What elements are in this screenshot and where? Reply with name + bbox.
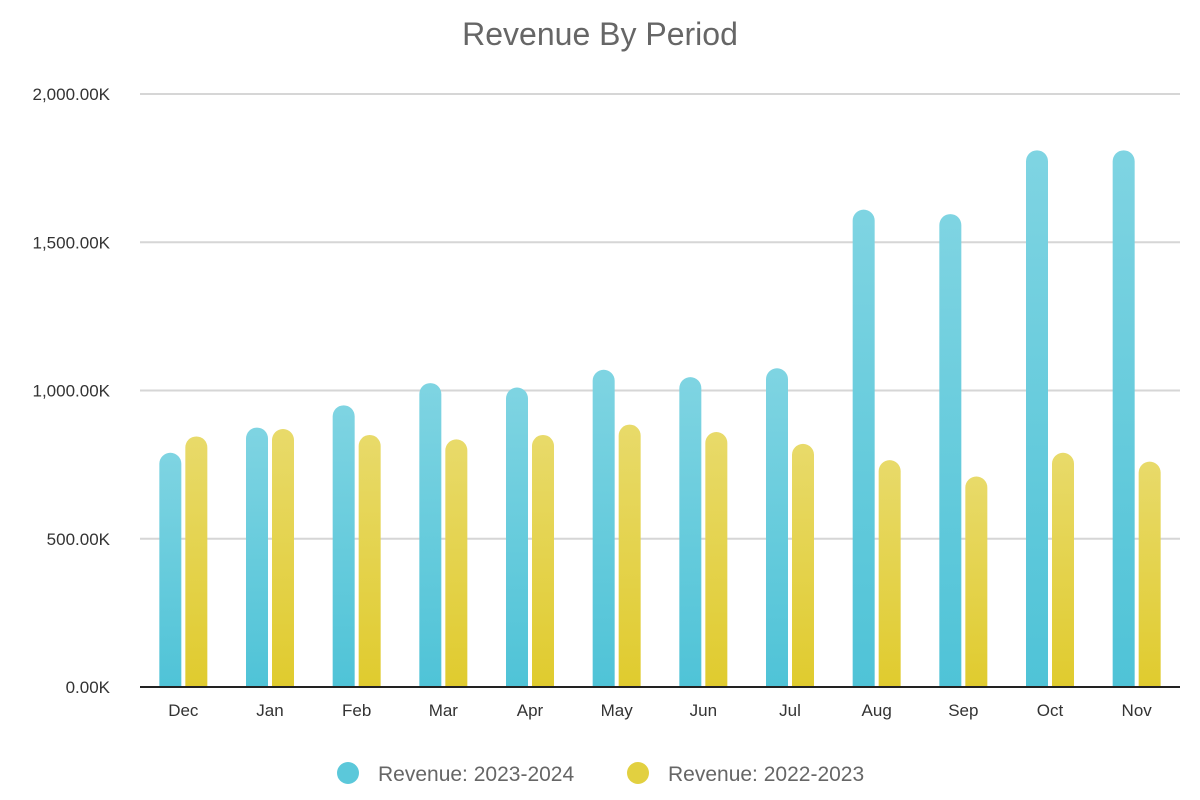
- bar-revenue-2022-2023-dec[interactable]: [185, 436, 208, 687]
- bar-revenue-2023-2024-feb[interactable]: [332, 405, 355, 687]
- chart-title: Revenue By Period: [462, 16, 738, 52]
- y-tick-label: 0.00K: [66, 678, 111, 697]
- x-tick-label: Jul: [779, 701, 801, 720]
- legend-item[interactable]: Revenue: 2023-2024: [337, 762, 574, 786]
- legend-label: Revenue: 2023-2024: [378, 763, 574, 786]
- bar-revenue-2022-2023-may[interactable]: [618, 424, 641, 687]
- x-tick-label: Jun: [690, 701, 717, 720]
- bar-revenue-2023-2024-apr[interactable]: [506, 387, 528, 687]
- bar-revenue-2022-2023-sep[interactable]: [965, 476, 988, 687]
- y-tick-label: 2,000.00K: [32, 85, 110, 104]
- bar-revenue-2023-2024-jul[interactable]: [766, 368, 788, 687]
- x-tick-label: Jan: [256, 701, 283, 720]
- x-tick-label: Mar: [429, 701, 459, 720]
- bar-revenue-2022-2023-jun[interactable]: [705, 432, 728, 687]
- legend[interactable]: Revenue: 2023-2024 Revenue: 2022-2023: [337, 762, 864, 786]
- legend-marker-circle: [627, 762, 649, 784]
- legend-marker-circle: [337, 762, 359, 784]
- x-tick-label: Feb: [342, 701, 371, 720]
- bar-revenue-2022-2023-feb[interactable]: [358, 434, 381, 687]
- bar-revenue-2023-2024-may[interactable]: [592, 369, 615, 687]
- legend-label: Revenue: 2022-2023: [668, 763, 864, 786]
- bar-revenue-2023-2024-nov[interactable]: [1112, 150, 1135, 687]
- bar-revenue-2023-2024-jun[interactable]: [679, 377, 702, 687]
- x-tick-label: Nov: [1122, 701, 1153, 720]
- bar-revenue-2023-2024-aug[interactable]: [852, 209, 875, 687]
- x-tick-label: Dec: [168, 701, 199, 720]
- bar-revenue-2023-2024-jan[interactable]: [246, 427, 268, 687]
- bar-revenue-2023-2024-sep[interactable]: [939, 214, 962, 687]
- bar-revenue-2023-2024-oct[interactable]: [1026, 150, 1048, 687]
- y-axis: 0.00K 500.00K 1,000.00K 1,500.00K 2,000.00K: [32, 85, 110, 697]
- y-tick-label: 1,500.00K: [32, 233, 110, 252]
- x-tick-label: Sep: [948, 701, 978, 720]
- bar-revenue-2022-2023-aug[interactable]: [878, 460, 901, 687]
- y-tick-label: 1,000.00K: [32, 382, 110, 401]
- x-tick-label: Aug: [862, 701, 892, 720]
- bar-revenue-2022-2023-apr[interactable]: [532, 434, 554, 687]
- bar-revenue-2023-2024-mar[interactable]: [419, 383, 442, 687]
- legend-item[interactable]: Revenue: 2022-2023: [627, 762, 864, 786]
- y-tick-label: 500.00K: [47, 530, 111, 549]
- bar-revenue-2022-2023-jul[interactable]: [792, 443, 814, 687]
- x-axis: Dec Jan Feb Mar Apr May Jun Jul Aug Sep Oct Nov: [140, 686, 1180, 720]
- bars: [159, 150, 1161, 687]
- bar-revenue-2022-2023-jan[interactable]: [272, 429, 294, 687]
- x-tick-label: Apr: [517, 701, 544, 720]
- x-tick-label: May: [601, 701, 634, 720]
- grid-lines: [140, 93, 1180, 540]
- bar-revenue-2022-2023-oct[interactable]: [1052, 452, 1074, 687]
- bar-revenue-2022-2023-nov[interactable]: [1138, 461, 1161, 687]
- bar-revenue-2022-2023-mar[interactable]: [445, 439, 468, 687]
- bar-revenue-2023-2024-dec[interactable]: [159, 452, 182, 687]
- x-tick-label: Oct: [1037, 701, 1064, 720]
